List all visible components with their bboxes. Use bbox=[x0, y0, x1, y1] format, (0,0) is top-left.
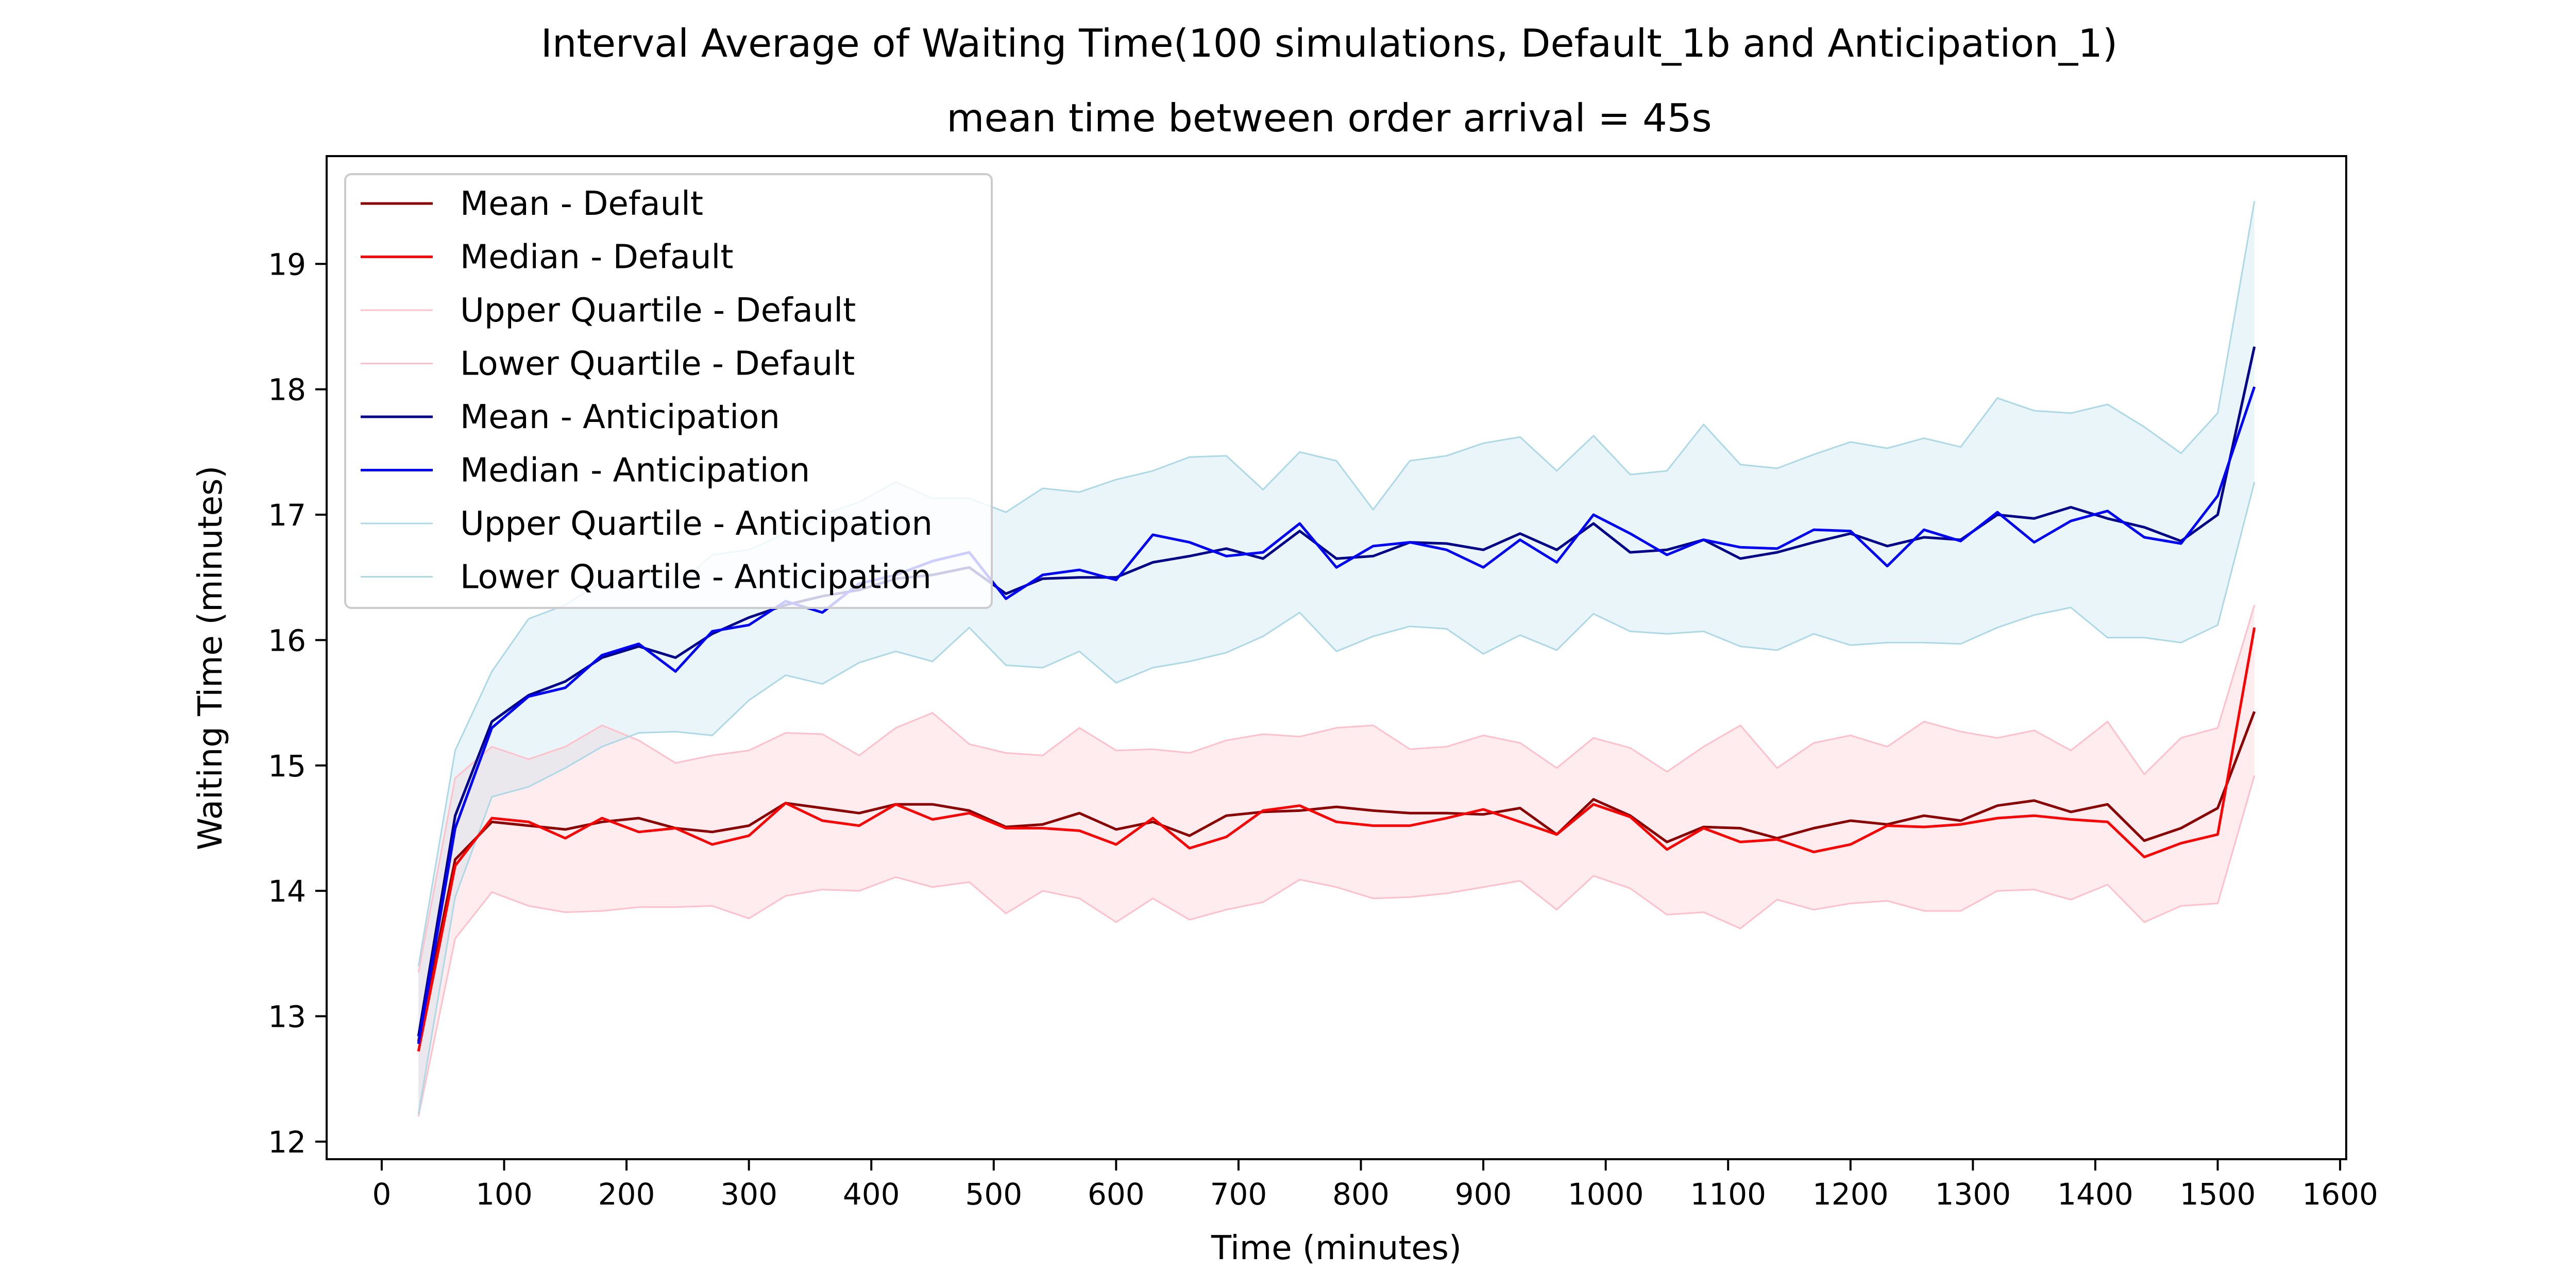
y-axis-label: Waiting Time (minutes) bbox=[192, 466, 230, 851]
x-tick-label: 0 bbox=[372, 1177, 391, 1212]
legend-item-lower-quartile-default: Lower Quartile - Default bbox=[361, 345, 855, 383]
legend-label: Lower Quartile - Anticipation bbox=[460, 558, 931, 597]
chart-title: Interval Average of Waiting Time(100 sim… bbox=[541, 21, 2117, 66]
x-axis-label: Time (minutes) bbox=[1211, 1229, 1462, 1267]
legend-item-mean-anticipation: Mean - Anticipation bbox=[361, 398, 780, 436]
band-default bbox=[418, 605, 2255, 1117]
x-tick-label: 100 bbox=[476, 1177, 533, 1212]
legend-label: Mean - Default bbox=[460, 185, 703, 223]
series-line-lower-quartile-anticipation bbox=[417, 482, 2256, 1114]
x-tick-label: 1500 bbox=[2180, 1177, 2256, 1212]
legend-item-mean-default: Mean - Default bbox=[361, 185, 703, 223]
legend-item-median-default: Median - Default bbox=[361, 239, 733, 277]
plot-area bbox=[326, 155, 2347, 1160]
legend-item-lower-quartile-anticipation: Lower Quartile - Anticipation bbox=[361, 558, 931, 597]
legend-box bbox=[344, 173, 993, 609]
series-line-upper-quartile-default bbox=[417, 604, 2256, 973]
x-tick-label: 500 bbox=[965, 1177, 1022, 1212]
x-tick-label: 300 bbox=[720, 1177, 777, 1212]
x-tick-label: 800 bbox=[1332, 1177, 1389, 1212]
x-tick-label: 1100 bbox=[1690, 1177, 1766, 1212]
x-tick-label: 700 bbox=[1210, 1177, 1267, 1212]
legend-label: Upper Quartile - Default bbox=[460, 292, 856, 330]
chart-subtitle: mean time between order arrival = 45s bbox=[946, 95, 1711, 141]
series-line-mean-default bbox=[417, 711, 2256, 1042]
x-tick-label: 1200 bbox=[1812, 1177, 1889, 1212]
legend: Mean - Default Median - Default Upper Quar… bbox=[344, 173, 993, 609]
x-tick-label: 1300 bbox=[1935, 1177, 2011, 1212]
series-lines bbox=[417, 201, 2256, 1117]
legend-label: Mean - Anticipation bbox=[460, 398, 780, 436]
y-tick-label: 15 bbox=[268, 749, 306, 784]
legend-label: Upper Quartile - Anticipation bbox=[460, 505, 933, 543]
y-tick-label: 13 bbox=[268, 999, 306, 1035]
series-line-median-anticipation bbox=[417, 386, 2256, 1044]
x-tick-label: 1600 bbox=[2302, 1177, 2378, 1212]
y-axis: 12 13 14 15 16 17 18 19 bbox=[268, 247, 327, 1160]
legend-item-upper-quartile-default: Upper Quartile - Default bbox=[361, 292, 856, 330]
y-tick-label: 16 bbox=[268, 623, 306, 658]
series-line-lower-quartile-default bbox=[417, 775, 2256, 1117]
quartile-bands bbox=[418, 201, 2255, 1117]
x-tick-label: 600 bbox=[1088, 1177, 1145, 1212]
y-tick-label: 18 bbox=[268, 372, 306, 408]
y-tick-label: 14 bbox=[268, 874, 306, 909]
band-anticipation bbox=[418, 201, 2255, 1114]
x-tick-label: 200 bbox=[598, 1177, 655, 1212]
x-axis: 0 100 200 300 400 500 600 700 800 900 1000 1100 1200… bbox=[372, 1159, 2378, 1212]
legend-item-upper-quartile-anticipation: Upper Quartile - Anticipation bbox=[361, 505, 933, 543]
legend-label: Median - Anticipation bbox=[460, 452, 810, 490]
x-tick-label: 900 bbox=[1455, 1177, 1512, 1212]
legend-label: Median - Default bbox=[460, 239, 733, 277]
x-tick-label: 400 bbox=[843, 1177, 900, 1212]
x-tick-label: 1000 bbox=[1568, 1177, 1644, 1212]
series-line-median-default bbox=[417, 627, 2256, 1052]
y-tick-label: 12 bbox=[268, 1125, 306, 1160]
plot-frame bbox=[326, 155, 2347, 1160]
legend-label: Lower Quartile - Default bbox=[460, 345, 855, 383]
y-tick-label: 19 bbox=[268, 247, 306, 282]
y-tick-label: 17 bbox=[268, 498, 306, 533]
x-tick-label: 1400 bbox=[2057, 1177, 2133, 1212]
legend-item-median-anticipation: Median - Anticipation bbox=[361, 452, 810, 490]
